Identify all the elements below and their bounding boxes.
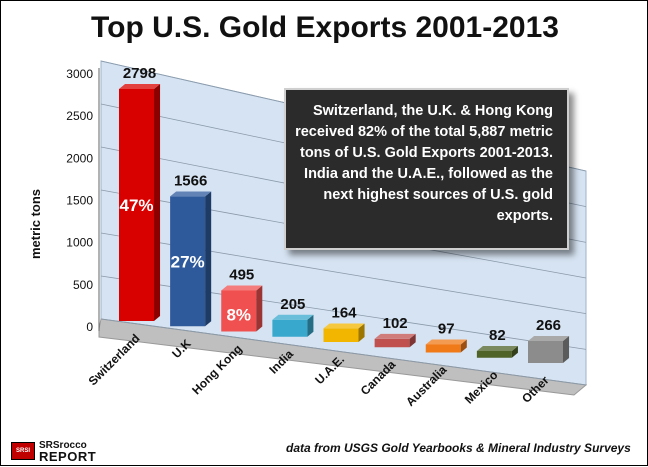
value-label: 164 <box>331 304 357 321</box>
bar-front <box>425 344 461 353</box>
bar-side <box>563 335 570 363</box>
bar-mexico <box>476 346 518 358</box>
bar-front <box>272 319 308 337</box>
x-tick-label: Switzerland <box>86 331 143 388</box>
value-label: 102 <box>383 315 408 332</box>
percent-label: 8% <box>226 305 251 324</box>
bar-side <box>307 314 314 337</box>
y-tick-label: 1500 <box>66 194 93 208</box>
value-label: 1566 <box>174 172 207 189</box>
bar-top <box>476 346 518 351</box>
srsrocco-logo: SRSI SRSrocco REPORT <box>11 440 131 464</box>
bar-front <box>221 290 257 332</box>
bar-top <box>374 333 416 339</box>
bar-australia <box>425 339 467 353</box>
bar-switzerland <box>119 84 161 321</box>
chart-title: Top U.S. Gold Exports 2001-2013 <box>91 11 559 44</box>
bar-top <box>119 84 161 89</box>
bar-front <box>528 340 563 363</box>
value-label: 495 <box>229 267 254 284</box>
bar-other <box>528 335 570 363</box>
bar-side <box>409 333 416 348</box>
bar-side <box>460 339 467 353</box>
annotation-box: Switzerland, the U.K. & Hong Kong receiv… <box>284 88 569 250</box>
bar-side <box>358 323 365 342</box>
bar-top <box>425 339 467 345</box>
bar-front <box>323 328 359 342</box>
percent-label: 27% <box>171 252 205 271</box>
value-label: 205 <box>280 296 305 313</box>
bar-india <box>272 314 314 337</box>
percent-label: 47% <box>119 196 153 215</box>
bar-front <box>119 89 154 321</box>
value-label: 2798 <box>123 65 156 82</box>
bar-side <box>256 285 263 332</box>
y-tick-label: 0 <box>86 320 93 334</box>
bar-side <box>205 191 212 327</box>
bar-top <box>528 335 570 341</box>
y-axis-label: metric tons <box>28 188 43 260</box>
y-tick-label: 500 <box>73 278 93 292</box>
bar-top <box>323 323 365 329</box>
y-tick-label: 2500 <box>66 109 93 123</box>
bar-front <box>476 350 512 358</box>
bar-top <box>221 285 263 291</box>
floor <box>98 318 588 396</box>
y-tick-label: 1000 <box>66 236 93 250</box>
logo-text-bottom: REPORT <box>39 449 97 464</box>
value-label: 97 <box>438 321 455 338</box>
bar-top <box>272 314 314 320</box>
bar-front <box>374 338 410 348</box>
gridline <box>100 318 587 386</box>
logo-text-top: SRSrocco <box>39 440 87 451</box>
value-label: 266 <box>536 317 561 334</box>
logo-mark-icon: SRSI <box>11 442 35 460</box>
bar-canada <box>374 333 416 348</box>
y-tick-label: 2000 <box>66 151 93 165</box>
value-label: 82 <box>489 327 506 344</box>
bar-front <box>170 196 206 327</box>
source-note: data from USGS Gold Yearbooks & Mineral … <box>286 441 631 455</box>
bar-side <box>511 346 518 358</box>
bar-u-a-e- <box>323 323 365 342</box>
bar-side <box>154 84 161 321</box>
bar-hong-kong <box>221 285 263 332</box>
y-tick-label: 3000 <box>66 67 93 81</box>
bar-u-k <box>170 191 212 327</box>
bar-top <box>170 191 212 197</box>
